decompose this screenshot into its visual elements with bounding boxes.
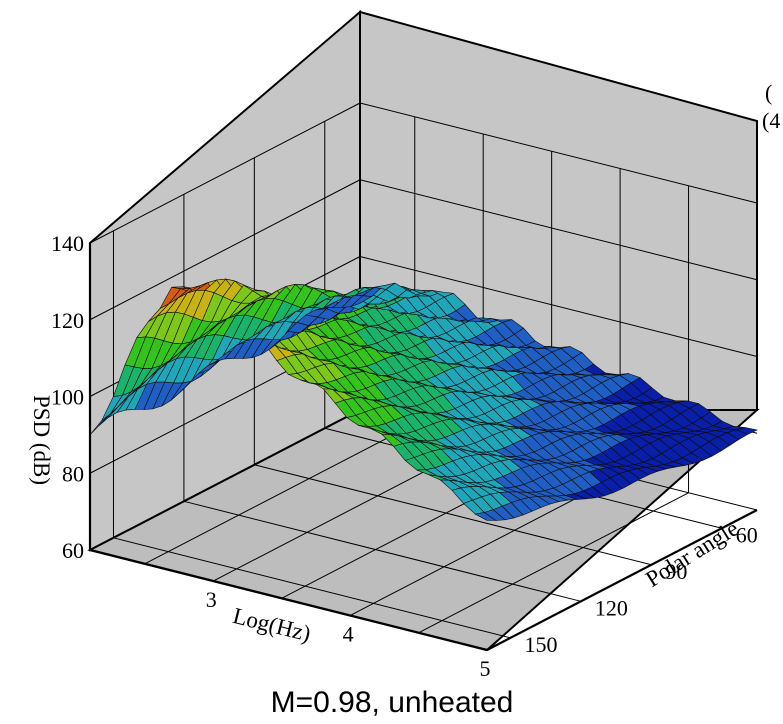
grid-line-back-wall [359, 102, 758, 204]
grid-line-floor [254, 464, 652, 566]
x-axis-title: Log(Hz) [230, 603, 313, 646]
z-tick-label: 60 [62, 538, 84, 563]
psd-surface [89, 278, 758, 521]
grid-line-floor [144, 423, 415, 565]
z-tick-label: 100 [51, 385, 84, 410]
y-tick-label: 150 [524, 632, 557, 657]
chart-caption: M=0.98, unheated [271, 686, 514, 719]
x-tick-label: 5 [480, 656, 491, 681]
y-tick-label: 60 [736, 522, 758, 547]
grid-line-left-wall [89, 102, 361, 244]
z-axis-title: PSD (dB) [29, 395, 54, 485]
z-tick-label: 80 [62, 461, 84, 486]
grid-line-back-wall [359, 256, 758, 357]
x-axis-line [89, 548, 488, 652]
grid-line-floor [183, 500, 582, 602]
y-tick-label: 90 [665, 559, 687, 584]
x-tick-label: 3 [206, 587, 217, 612]
y-tick-label: 120 [595, 595, 628, 620]
grid-line-left-wall [89, 179, 361, 321]
axis-frame [88, 243, 758, 652]
z-tick-label: 120 [51, 308, 84, 333]
y-axis-line [486, 509, 758, 651]
y-axis-title: Polar angle [641, 515, 743, 591]
clipped-corner-text: (4 [762, 108, 780, 133]
x-tick-label: 4 [343, 622, 354, 647]
z-tick-label: 140 [51, 231, 84, 256]
clipped-corner-text: ( [765, 80, 772, 105]
grid-line-floor [113, 537, 511, 639]
grid-line-back-wall [359, 179, 758, 281]
grid-line-floor [418, 492, 689, 634]
grid-line-left-wall [89, 409, 361, 551]
surface-cell [735, 427, 758, 435]
